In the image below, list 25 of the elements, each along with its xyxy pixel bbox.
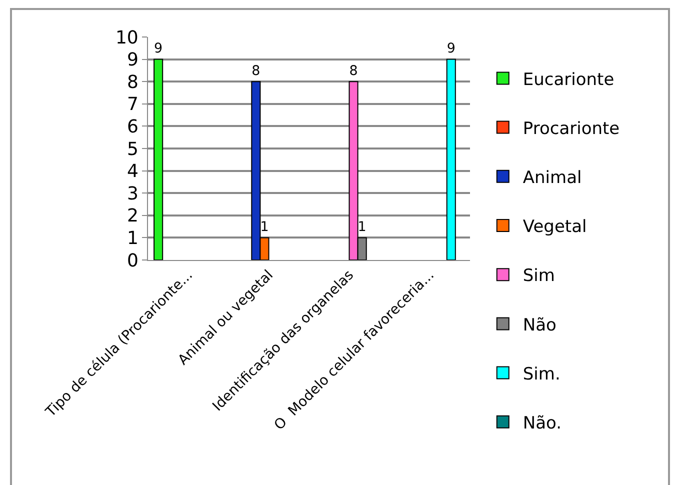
legend-label: Não xyxy=(522,315,556,336)
y-tick-label: 7 xyxy=(126,94,138,116)
y-tick-label: 9 xyxy=(126,50,138,71)
data-label: 1 xyxy=(358,220,366,235)
legend-label: Eucarionte xyxy=(522,70,614,90)
y-tick-label: 5 xyxy=(126,138,138,160)
legend-label: Procarionte xyxy=(522,118,620,139)
legend-label: Vegetal xyxy=(522,217,587,238)
data-label: 9 xyxy=(154,42,163,57)
legend-label: Sim. xyxy=(522,364,560,384)
legend-label: Animal xyxy=(522,168,582,188)
y-tick-label: 10 xyxy=(115,27,138,48)
y-tick-label: 2 xyxy=(126,206,138,227)
data-label: 9 xyxy=(446,42,456,57)
y-tick-label: 4 xyxy=(126,161,138,182)
y-tick-label: 1 xyxy=(126,228,138,249)
data-label: 1 xyxy=(260,220,269,235)
data-label: 8 xyxy=(252,64,260,79)
data-label: 8 xyxy=(349,64,358,79)
y-tick-label: 8 xyxy=(126,72,138,93)
y-tick-label: 3 xyxy=(126,183,138,204)
legend-label: Sim xyxy=(522,266,555,286)
y-tick-label: 0 xyxy=(126,250,138,272)
legend-label: Não. xyxy=(522,414,562,434)
y-tick-label: 6 xyxy=(126,116,138,138)
